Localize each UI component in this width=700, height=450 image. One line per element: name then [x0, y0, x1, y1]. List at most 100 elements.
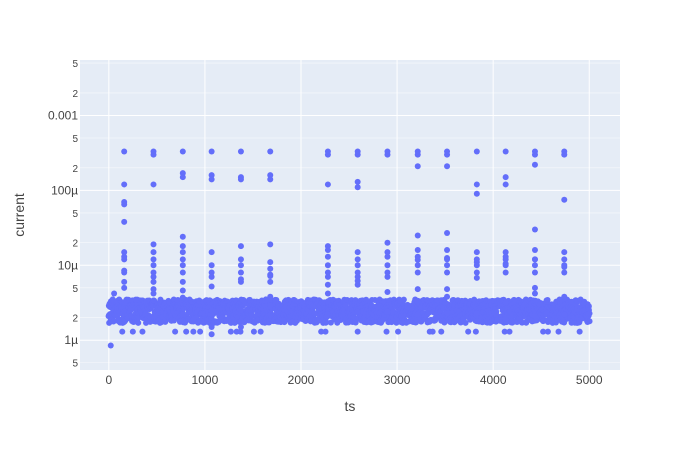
data-point	[561, 196, 568, 203]
data-point	[473, 269, 480, 276]
data-point	[110, 318, 117, 325]
data-point	[208, 148, 215, 155]
data-point	[561, 262, 568, 269]
data-point	[129, 328, 136, 335]
data-point	[179, 278, 186, 285]
data-point	[121, 299, 128, 306]
data-point	[414, 232, 421, 239]
data-point	[384, 288, 391, 295]
data-point	[267, 176, 274, 183]
data-point	[208, 283, 215, 290]
y-tick-label: 0.001	[48, 108, 78, 122]
data-point	[462, 319, 469, 326]
data-point	[544, 328, 551, 335]
grid-lines	[80, 60, 620, 370]
x-axis-title: ts	[345, 398, 356, 414]
data-point	[473, 249, 480, 256]
y-tick-label: 1µ	[64, 333, 78, 347]
data-point	[501, 328, 508, 335]
data-point	[111, 290, 118, 297]
data-point	[150, 181, 157, 188]
data-point	[257, 328, 264, 335]
data-point	[502, 148, 509, 155]
data-point	[324, 253, 331, 260]
data-point	[179, 148, 186, 155]
data-point	[444, 286, 451, 293]
data-point	[473, 310, 480, 317]
data-point	[267, 172, 274, 179]
data-point	[561, 269, 568, 276]
y-minor-tick-label: 5	[72, 284, 78, 295]
data-point	[540, 328, 547, 335]
y-minor-tick-label: 2	[72, 239, 78, 250]
data-point	[324, 246, 331, 253]
data-point	[354, 308, 361, 315]
y-minor-tick-label: 5	[72, 134, 78, 145]
data-point	[531, 290, 538, 297]
data-point	[531, 262, 538, 269]
data-point	[267, 302, 274, 309]
data-point	[324, 298, 331, 305]
data-point	[150, 269, 157, 276]
data-point	[237, 243, 244, 250]
data-point	[179, 233, 186, 240]
data-point	[465, 328, 472, 335]
data-point	[444, 269, 451, 276]
data-point	[208, 311, 215, 318]
data-point	[444, 229, 451, 236]
data-point	[324, 281, 331, 288]
data-point	[135, 319, 142, 326]
data-point	[121, 148, 128, 155]
data-point	[531, 256, 538, 263]
data-point	[324, 290, 331, 297]
data-point	[121, 249, 128, 256]
y-minor-tick-label: 2	[72, 89, 78, 100]
data-point	[384, 151, 391, 158]
data-point	[354, 184, 361, 191]
data-point	[324, 262, 331, 269]
data-point	[121, 269, 128, 276]
data-point	[354, 249, 361, 256]
data-point	[121, 218, 128, 225]
data-point	[473, 262, 480, 269]
data-point	[150, 286, 157, 293]
data-point	[561, 249, 568, 256]
data-point	[179, 269, 186, 276]
data-point	[121, 181, 128, 188]
data-point	[354, 151, 361, 158]
data-point	[139, 328, 146, 335]
data-point	[208, 172, 215, 179]
data-point	[354, 269, 361, 276]
data-point	[190, 328, 197, 335]
data-point	[414, 269, 421, 276]
data-point	[250, 328, 257, 335]
data-point	[502, 316, 509, 323]
data-point	[384, 308, 391, 315]
data-point	[227, 328, 234, 335]
data-point	[354, 273, 361, 280]
data-point	[414, 253, 421, 260]
x-tick-label: 1000	[192, 373, 219, 387]
y-minor-tick-label: 2	[72, 314, 78, 325]
y-minor-tick-label: 2	[72, 164, 78, 175]
data-point	[237, 148, 244, 155]
data-point	[555, 328, 562, 335]
data-point	[150, 297, 157, 304]
data-point	[183, 328, 190, 335]
y-minor-tick-label: 5	[72, 359, 78, 370]
data-point	[502, 299, 509, 306]
data-point	[531, 269, 538, 276]
data-point	[150, 249, 157, 256]
y-tick-label: 10µ	[58, 258, 78, 272]
data-point	[444, 163, 451, 170]
data-point	[318, 328, 325, 335]
data-point	[502, 262, 509, 269]
data-point	[150, 151, 157, 158]
data-point	[179, 243, 186, 250]
data-point	[506, 328, 513, 335]
data-point	[150, 256, 157, 263]
data-point	[473, 148, 480, 155]
data-point	[414, 286, 421, 293]
data-point	[561, 311, 568, 318]
